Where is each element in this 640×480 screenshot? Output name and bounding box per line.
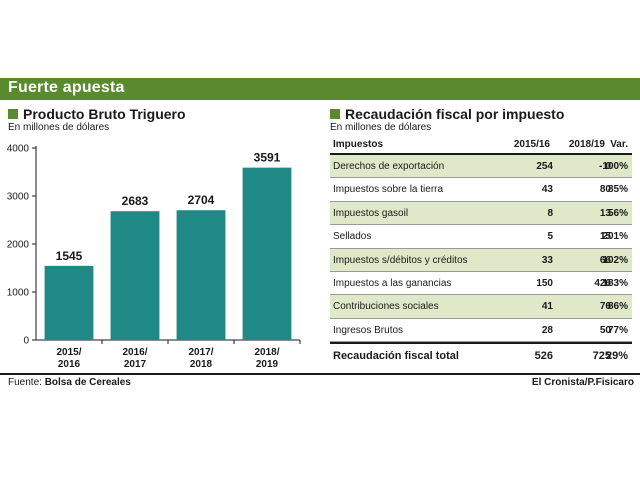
row-2015-16: 5: [547, 231, 553, 243]
table-subtitle: En millones de dólares: [330, 122, 432, 133]
total-var: 29%: [605, 350, 628, 363]
table-body: Derechos de exportación 254 0 -100% Impuesto…: [330, 155, 632, 343]
row-2018-19: 80: [599, 184, 611, 196]
row-2015-16: 28: [541, 324, 553, 336]
row-2015-16: 41: [541, 301, 553, 313]
row-background: [330, 271, 632, 295]
footer-credit: El Cronista/P.Fisicaro: [531, 377, 634, 388]
table-row: Sellados 5 15 201%: [330, 225, 632, 249]
square-bullet-icon: [8, 109, 18, 119]
table-total-row: Recaudación fiscal total 526 725 29%: [330, 342, 632, 364]
header-2018-19: 2018/19: [568, 139, 605, 150]
row-label: Contribuciones sociales: [333, 301, 439, 313]
table-row: Impuestos a las ganancias 150 426 183%: [330, 271, 632, 296]
row-2015-16: 8: [547, 207, 553, 219]
row-var: -100%: [599, 161, 628, 172]
chart-title: Producto Bruto Triguero: [8, 106, 186, 122]
row-background: [330, 155, 632, 178]
bar-value-label: 2704: [188, 193, 215, 207]
row-2015-16: 254: [536, 161, 553, 172]
row-label: Derechos de exportación: [333, 161, 445, 172]
table-row: Derechos de exportación 254 0 -100%: [330, 155, 632, 179]
chart-subtitle: En millones de dólares: [8, 122, 110, 133]
row-2018-19: 13: [599, 207, 611, 219]
bar: [176, 210, 226, 340]
x-category-label: 2016/: [122, 347, 147, 358]
square-bullet-icon: [330, 109, 340, 119]
row-2018-19: 76: [599, 301, 611, 313]
row-2018-19: 0: [605, 161, 611, 172]
row-background: [330, 225, 632, 248]
footer-divider: [0, 373, 640, 375]
row-2018-19: 15: [599, 231, 611, 243]
bar-value-label: 1545: [56, 249, 83, 263]
tax-table: Impuestos 2015/16 2018/19 Var. Derechos …: [330, 133, 632, 364]
y-tick-label: 3000: [7, 192, 30, 203]
x-category-label: 2017/: [188, 347, 213, 358]
bar-value-label: 3591: [254, 151, 281, 165]
total-2018-19: 725: [592, 350, 611, 363]
row-background: [330, 201, 632, 225]
row-background: [330, 178, 632, 201]
table-row: Impuestos sobre la tierra 43 80 85%: [330, 178, 632, 202]
header-2015-16: 2015/16: [513, 139, 550, 150]
row-var: 85%: [607, 184, 628, 196]
row-2015-16: 150: [536, 277, 553, 289]
bar: [110, 211, 160, 340]
row-var: 86%: [607, 301, 628, 313]
row-var: 201%: [602, 231, 628, 243]
header-bar: [0, 78, 640, 100]
bar-chart: 0 1000 2000 3000 4000 1545 2015/2016 2683 2016/2…: [7, 144, 301, 368]
x-category-label: 2016: [58, 359, 81, 368]
page-title: Fuerte apuesta: [8, 79, 125, 96]
y-tick-label: 2000: [7, 240, 30, 251]
x-category-label: 2015/: [56, 347, 81, 358]
table-title: Recaudación fiscal por impuesto: [330, 106, 564, 122]
row-var: 102%: [602, 254, 628, 266]
row-label: Impuestos a las ganancias: [333, 277, 452, 289]
table-row: Impuestos s/débitos y créditos 33 66 102%: [330, 248, 632, 272]
row-2018-19: 50: [599, 324, 611, 336]
row-label: Sellados: [333, 231, 372, 243]
x-category-label: 2017: [124, 359, 147, 368]
footer-source: Fuente: Bolsa de Cereales: [8, 377, 131, 388]
bar: [242, 167, 292, 340]
header-var: Var.: [610, 139, 628, 150]
table-header-row: Impuestos 2015/16 2018/19 Var.: [330, 133, 632, 155]
table-row: Ingresos Brutos 28 50 77%: [330, 318, 632, 343]
row-label: Ingresos Brutos: [333, 324, 404, 336]
total-label: Recaudación fiscal total: [333, 350, 459, 363]
y-tick-label: 4000: [7, 144, 30, 155]
bar-value-label: 2683: [122, 194, 149, 208]
row-2015-16: 43: [541, 184, 553, 196]
row-2015-16: 33: [541, 254, 553, 266]
row-var: 183%: [602, 277, 628, 289]
row-label: Impuestos sobre la tierra: [333, 184, 444, 196]
x-category-label: 2019: [256, 359, 279, 368]
row-background: [330, 248, 632, 271]
row-2018-19: 426: [594, 277, 611, 289]
x-category-label: 2018/: [254, 347, 279, 358]
table-row: Impuestos gasoil 8 13 56%: [330, 201, 632, 226]
row-2018-19: 66: [599, 254, 611, 266]
total-2015-16: 526: [534, 350, 553, 363]
row-background: [330, 295, 632, 318]
y-tick-label: 0: [23, 336, 29, 347]
row-var: 77%: [607, 324, 628, 336]
row-background: [330, 318, 632, 342]
table-row: Contribuciones sociales 41 76 86%: [330, 295, 632, 319]
x-category-label: 2018: [190, 359, 213, 368]
bar: [44, 265, 94, 340]
row-label: Impuestos gasoil: [333, 207, 409, 219]
header-impuestos: Impuestos: [333, 139, 384, 150]
row-var: 56%: [607, 207, 628, 219]
y-tick-label: 1000: [7, 288, 30, 299]
row-label: Impuestos s/débitos y créditos: [333, 254, 468, 266]
